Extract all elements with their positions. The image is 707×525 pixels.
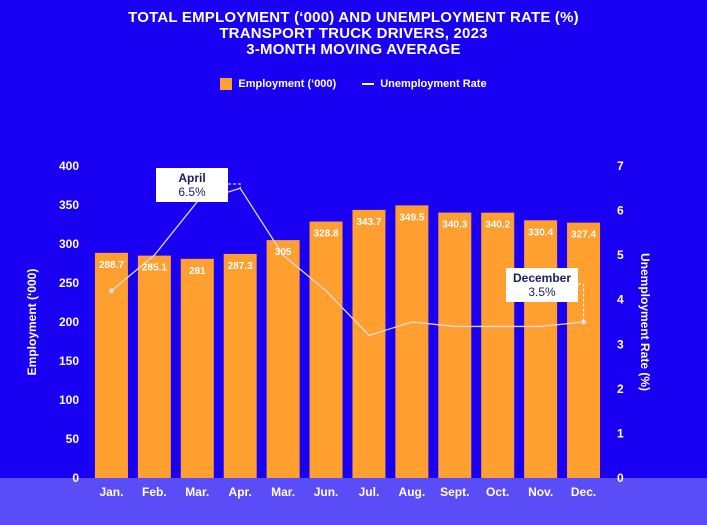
x-tick-label: Sept. (440, 485, 469, 499)
x-tick-label: Jul. (359, 485, 380, 499)
y2-tick-label: 6 (617, 204, 624, 218)
annotation-title: April (178, 171, 205, 185)
bar-data-label: 287.3 (228, 261, 253, 272)
y-tick-label: 50 (66, 432, 80, 446)
x-tick-label: Apr. (229, 485, 252, 499)
bar-data-label: 285.1 (142, 263, 167, 274)
annotation-box (506, 268, 578, 302)
line-point (581, 319, 587, 325)
bar (223, 253, 257, 478)
x-tick-label: Oct. (486, 485, 509, 499)
bar (567, 222, 601, 478)
title-line-2: TRANSPORT TRUCK DRIVERS, 2023 (219, 25, 488, 42)
y-tick-label: 250 (59, 276, 79, 290)
legend-item-employment: Employment (‘000) (220, 78, 336, 90)
bar (137, 255, 171, 478)
bar-data-label: 330.4 (528, 227, 553, 238)
annotation-value: 3.5% (528, 285, 556, 299)
y2-axis-title: Unemployment Rate (%) (638, 253, 652, 391)
bar (352, 209, 386, 478)
x-tick-label: Feb. (142, 485, 167, 499)
annotation-connector (578, 283, 585, 322)
legend-item-unemployment: Unemployment Rate (362, 78, 487, 90)
bar (266, 240, 300, 478)
bar (395, 205, 429, 478)
legend-label-unemployment: Unemployment Rate (380, 78, 487, 90)
y2-tick-label: 0 (617, 471, 624, 485)
x-tick-label: Jan. (99, 485, 123, 499)
annotation-connector (228, 183, 241, 189)
bar (180, 258, 214, 478)
footer-band (0, 478, 707, 525)
y-tick-label: 0 (72, 471, 79, 485)
x-tick-label: Mar. (185, 485, 209, 499)
y-axis-title: Employment (‘000) (25, 269, 39, 376)
y-tick-label: 200 (59, 315, 79, 329)
bar (524, 220, 558, 478)
legend-label-employment: Employment (‘000) (238, 78, 337, 90)
x-tick-label: Nov. (528, 485, 553, 499)
title-line-3: 3-MONTH MOVING AVERAGE (246, 41, 461, 58)
y2-tick-label: 5 (617, 248, 624, 262)
y2-tick-label: 2 (617, 382, 624, 396)
y-tick-label: 100 (59, 393, 79, 407)
annotation-box (156, 168, 228, 202)
bar-data-label: 327.4 (571, 230, 596, 241)
y2-tick-label: 7 (617, 159, 624, 173)
bar-data-label: 281 (189, 266, 206, 277)
bar-data-label: 340.2 (485, 220, 510, 231)
annotation-title: December (513, 271, 571, 285)
x-tick-label: Mar. (271, 485, 295, 499)
x-tick-label: Jun. (314, 485, 339, 499)
bar-data-label: 305 (275, 247, 292, 258)
bar-data-label: 343.7 (356, 217, 381, 228)
chart-title: TOTAL EMPLOYMENT (‘000) AND UNEMPLOYMENT… (0, 10, 707, 58)
bar-data-label: 349.5 (399, 212, 424, 223)
y2-tick-label: 4 (617, 293, 624, 307)
y2-tick-label: 1 (617, 426, 624, 440)
bar (438, 212, 472, 479)
bar-data-label: 340.3 (442, 220, 467, 231)
legend-swatch-bar (220, 78, 233, 90)
bar (481, 212, 515, 479)
y-tick-label: 400 (59, 159, 79, 173)
bar (309, 221, 343, 478)
x-tick-label: Aug. (399, 485, 426, 499)
bar-data-label: 288.7 (99, 260, 124, 271)
bar (94, 252, 128, 478)
legend: Employment (‘000) Unemployment Rate (0, 78, 707, 90)
y-tick-label: 350 (59, 198, 79, 212)
title-line-1: TOTAL EMPLOYMENT (‘000) AND UNEMPLOYMENT… (128, 9, 579, 26)
bar-data-label: 328.8 (314, 229, 339, 240)
y2-tick-label: 3 (617, 337, 624, 351)
line-point (108, 288, 114, 294)
unemployment-line (111, 187, 584, 337)
annotation-value: 6.5% (178, 185, 206, 199)
legend-swatch-line (362, 83, 375, 85)
x-tick-label: Dec. (571, 485, 596, 499)
y-tick-label: 150 (59, 354, 79, 368)
y-tick-label: 300 (59, 237, 79, 251)
